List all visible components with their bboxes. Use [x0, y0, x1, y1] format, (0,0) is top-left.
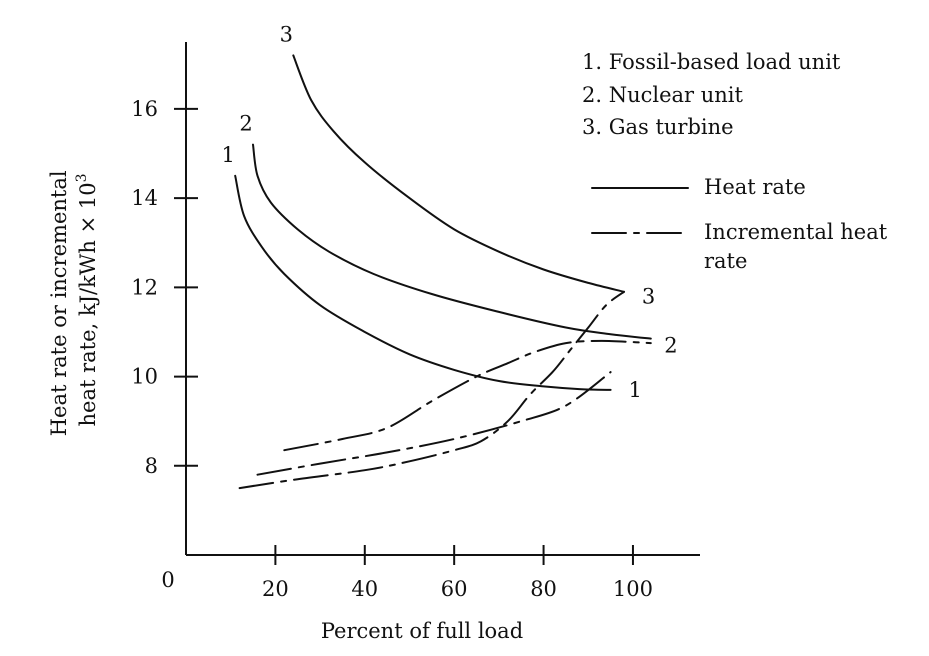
x-tick-label-100: 100: [613, 577, 653, 601]
x-tick-label-60: 60: [441, 577, 468, 601]
y-axis-title-line-2: heat rate, kJ/kWh × 10: [76, 182, 100, 426]
incremental-heat-rate-curve-3: [238, 290, 625, 490]
x-tick-label-40: 40: [351, 577, 378, 601]
y-tick-label-12: 12: [131, 275, 158, 299]
curve-label-start-3: 3: [280, 22, 293, 46]
curve-label-end-2: 2: [664, 333, 677, 357]
y-tick-label-8: 8: [145, 454, 158, 478]
y-axis-title-line-1: Heat rate or incremental: [47, 170, 71, 436]
heat-rate-curve-1: [234, 174, 612, 391]
heat-rate-curve-2: [252, 143, 652, 340]
curve-label-start-1: 1: [221, 143, 234, 167]
curve-label-start-2: 2: [239, 112, 252, 136]
x-tick-label-20: 20: [262, 577, 289, 601]
axes: [185, 42, 700, 556]
legend-heat-rate-label: Heat rate: [704, 175, 806, 199]
y-ticks: 8 10 12 14 16: [131, 97, 198, 478]
legend-unit-fossil: 1. Fossil-based load unit: [582, 50, 841, 74]
y-axis-title: Heat rate or incremental heat rate, kJ/k…: [47, 164, 100, 437]
y-tick-label-14: 14: [131, 186, 158, 210]
x-tick-label-80: 80: [530, 577, 557, 601]
curve-label-end-1: 1: [628, 378, 641, 402]
x-axis-title: Percent of full load: [321, 619, 523, 643]
incremental-heat-rate-curve-2: [283, 339, 652, 452]
legend-unit-nuclear: 2. Nuclear unit: [582, 83, 744, 107]
incremental-heat-rate-curve-1: [256, 371, 612, 476]
origin-label: 0: [161, 568, 174, 592]
y-axis-title-superscript: 3: [74, 173, 90, 182]
heat-rate-curve-3: [292, 54, 625, 293]
legend-incremental-label-line-1: Incremental heat: [704, 220, 888, 244]
legend-incremental-label-line-2: rate: [704, 249, 747, 273]
y-tick-label-16: 16: [131, 97, 158, 121]
y-tick-label-10: 10: [131, 365, 158, 389]
legend: 1. Fossil-based load unit 2. Nuclear uni…: [582, 50, 888, 273]
legend-unit-gas-turbine: 3. Gas turbine: [582, 115, 734, 139]
curve-label-end-3: 3: [642, 284, 655, 308]
x-ticks: 20 40 60 80 100: [262, 545, 653, 601]
